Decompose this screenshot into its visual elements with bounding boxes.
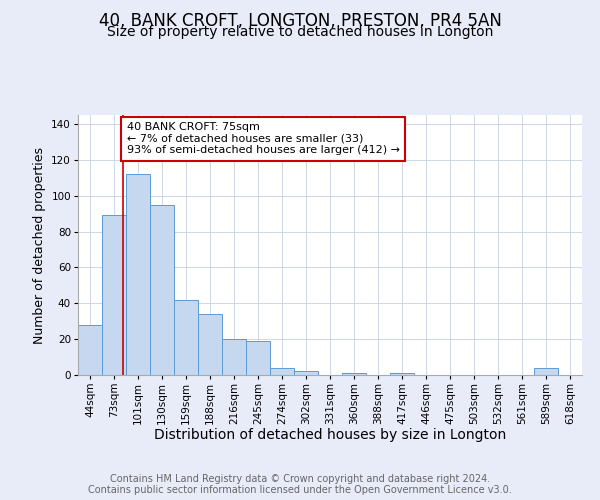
Bar <box>150 204 174 375</box>
Text: Contains public sector information licensed under the Open Government Licence v3: Contains public sector information licen… <box>88 485 512 495</box>
Text: 40 BANK CROFT: 75sqm
← 7% of detached houses are smaller (33)
93% of semi-detach: 40 BANK CROFT: 75sqm ← 7% of detached ho… <box>127 122 400 156</box>
Bar <box>246 341 270 375</box>
X-axis label: Distribution of detached houses by size in Longton: Distribution of detached houses by size … <box>154 428 506 442</box>
Bar <box>102 216 126 375</box>
Text: Size of property relative to detached houses in Longton: Size of property relative to detached ho… <box>107 25 493 39</box>
Y-axis label: Number of detached properties: Number of detached properties <box>33 146 46 344</box>
Bar <box>534 368 558 375</box>
Bar <box>174 300 198 375</box>
Bar <box>222 339 246 375</box>
Bar <box>198 314 222 375</box>
Text: Contains HM Land Registry data © Crown copyright and database right 2024.: Contains HM Land Registry data © Crown c… <box>110 474 490 484</box>
Bar <box>342 373 366 375</box>
Bar <box>390 373 414 375</box>
Text: 40, BANK CROFT, LONGTON, PRESTON, PR4 5AN: 40, BANK CROFT, LONGTON, PRESTON, PR4 5A… <box>98 12 502 30</box>
Bar <box>126 174 150 375</box>
Bar <box>270 368 294 375</box>
Bar <box>294 372 318 375</box>
Bar <box>78 325 102 375</box>
